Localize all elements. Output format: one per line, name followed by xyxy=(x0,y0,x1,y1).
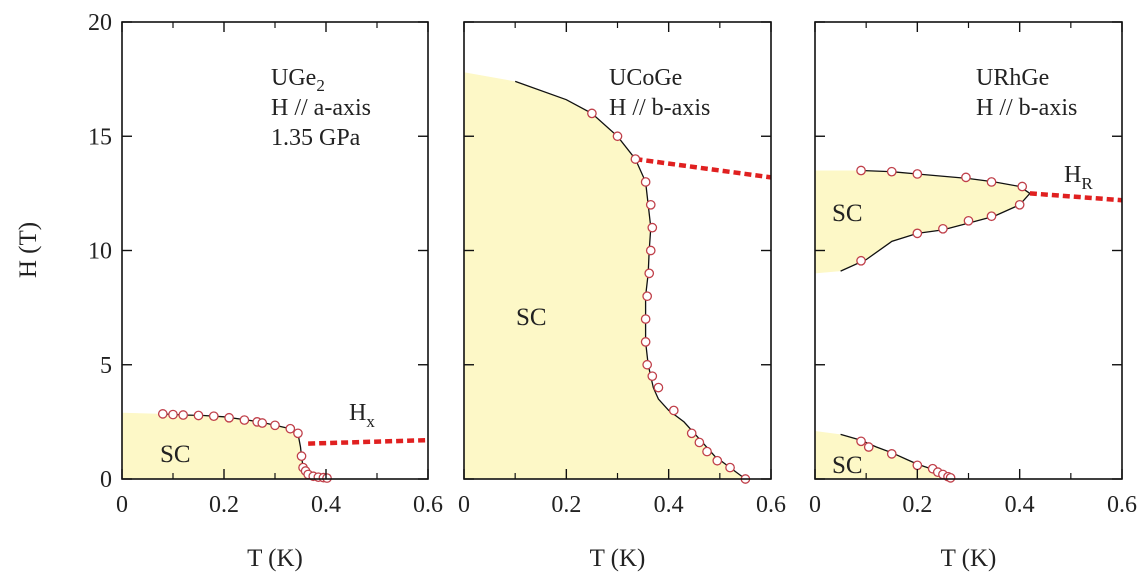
data-point-1-10 xyxy=(270,420,280,431)
axes-layer xyxy=(121,21,1123,480)
y-tick-label-5: 20 xyxy=(88,10,112,36)
data-point-2-13 xyxy=(647,371,658,382)
sc-label-2: SC xyxy=(516,304,547,331)
annotation-line-2-2: H // b-axis xyxy=(609,95,710,121)
data-point-1-20 xyxy=(322,473,332,483)
data-point-3-15 xyxy=(886,449,897,459)
data-point-3-8 xyxy=(986,211,997,222)
data-point-3-3 xyxy=(912,169,923,179)
data-point-2-10 xyxy=(640,314,651,324)
x-tick-label-2-4: 0.6 xyxy=(756,492,786,518)
y-axis-label: H (T) xyxy=(15,222,42,278)
data-point-2-3 xyxy=(630,154,641,164)
data-point-2-4 xyxy=(640,177,651,187)
x-tick-label-3-4: 0.6 xyxy=(1107,492,1137,518)
data-point-1-1 xyxy=(157,409,168,419)
sc-region-1 xyxy=(122,412,329,479)
x-tick-label-3-2: 0.2 xyxy=(902,492,932,518)
annotation-subscript: 2 xyxy=(316,76,325,95)
x-tick-label-2-2: 0.2 xyxy=(551,492,581,518)
data-point-3-13 xyxy=(856,436,866,447)
data-point-1-3 xyxy=(178,410,189,420)
data-point-2-19 xyxy=(712,455,723,466)
data-point-2-5 xyxy=(645,199,656,210)
data-point-3-1 xyxy=(856,165,866,176)
x-tick-label-3-3: 0.4 xyxy=(1005,492,1035,518)
data-point-2-9 xyxy=(642,291,653,302)
y-tick-label-1: 0 xyxy=(100,467,112,493)
data-point-2-1 xyxy=(587,108,597,119)
data-point-2-20 xyxy=(725,462,735,473)
annotation-line-1-3: 1.35 GPa xyxy=(271,125,361,151)
sc-region-3 xyxy=(815,170,1030,274)
data-point-3-21 xyxy=(945,473,956,483)
annotation-line-1-1: UGe2 xyxy=(271,65,325,95)
x-axis-label-3: T (K) xyxy=(941,545,997,572)
data-point-1-9 xyxy=(257,418,268,428)
data-point-3-2 xyxy=(886,166,897,177)
data-point-3-16 xyxy=(912,460,923,471)
data-point-2-2 xyxy=(612,131,623,142)
transition-label-3: HR xyxy=(1064,162,1093,193)
data-point-2-6 xyxy=(647,222,658,233)
data-point-3-5 xyxy=(986,177,997,187)
data-point-2-16 xyxy=(686,428,697,439)
y-tick-label-4: 15 xyxy=(88,124,112,150)
sc-label-low-3: SC xyxy=(832,452,863,479)
transition-label-subscript: x xyxy=(366,412,375,431)
data-point-1-11 xyxy=(285,423,296,434)
data-point-1-2 xyxy=(168,409,178,420)
data-point-2-15 xyxy=(668,405,679,416)
transition-line-1 xyxy=(308,437,429,446)
data-point-1-12 xyxy=(293,428,303,439)
data-point-1-5 xyxy=(208,411,219,422)
annotation-line-3-1: URhGe xyxy=(976,65,1049,91)
sc-label-1: SC xyxy=(160,441,191,468)
data-point-2-11 xyxy=(640,337,651,347)
data-point-3-12 xyxy=(856,255,866,266)
x-axis-label-1: T (K) xyxy=(247,545,303,572)
data-point-1-6 xyxy=(224,412,234,423)
annotation-line-3-2: H // b-axis xyxy=(976,95,1077,121)
data-point-2-12 xyxy=(642,359,653,370)
data-point-3-11 xyxy=(912,228,923,239)
x-tick-label-2-1: 0 xyxy=(458,492,470,518)
data-point-1-7 xyxy=(239,415,250,425)
data-point-3-7 xyxy=(1014,199,1025,210)
transition-line-2 xyxy=(635,156,772,180)
x-tick-label-1-1: 0 xyxy=(116,492,128,518)
transition-line-3 xyxy=(1029,191,1123,203)
data-point-layer xyxy=(157,108,1028,484)
x-tick-label-1-2: 0.2 xyxy=(209,492,239,518)
data-point-2-17 xyxy=(694,437,705,448)
transition-label-subscript: R xyxy=(1081,174,1093,193)
sc-label-3: SC xyxy=(832,200,863,227)
annotation-line-1-2: H // a-axis xyxy=(271,95,371,121)
annotation-line-2-1: UCoGe xyxy=(609,65,682,91)
transition-label-1: Hx xyxy=(349,400,375,431)
x-axis-label-2: T (K) xyxy=(590,545,646,572)
x-tick-label-1-3: 0.4 xyxy=(311,492,341,518)
sc-region-2 xyxy=(464,72,746,480)
data-point-2-14 xyxy=(653,382,664,393)
data-point-2-7 xyxy=(645,245,656,256)
data-point-2-8 xyxy=(644,268,655,279)
data-point-3-6 xyxy=(1017,181,1028,192)
x-tick-label-3-1: 0 xyxy=(809,492,821,518)
y-tick-label-3: 10 xyxy=(88,239,112,265)
x-tick-label-2-3: 0.4 xyxy=(654,492,684,518)
x-tick-label-1-4: 0.6 xyxy=(413,492,443,518)
data-point-2-18 xyxy=(702,446,712,457)
data-point-1-13 xyxy=(296,451,307,461)
data-point-3-9 xyxy=(963,215,974,226)
data-point-3-4 xyxy=(961,172,971,183)
data-point-3-14 xyxy=(863,442,874,452)
data-point-1-4 xyxy=(193,410,204,421)
y-tick-label-2: 5 xyxy=(100,353,112,379)
data-point-3-10 xyxy=(938,223,948,234)
